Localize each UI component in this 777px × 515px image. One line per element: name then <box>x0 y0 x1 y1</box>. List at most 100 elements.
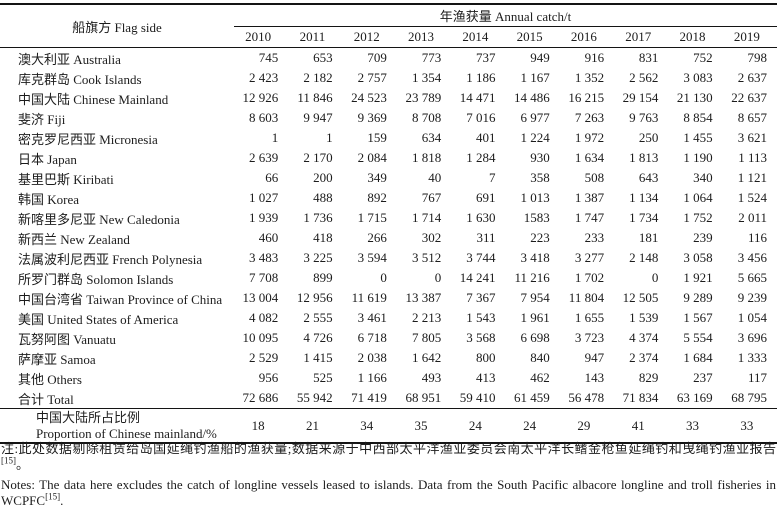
proportion-value: 33 <box>740 417 754 433</box>
catch-value: 6 977 <box>520 110 550 125</box>
catch-value: 1583 <box>523 210 550 225</box>
catch-value: 11 846 <box>297 90 333 105</box>
catch-value: 7 <box>488 170 496 185</box>
row-label: 美国 United States of America <box>18 311 179 327</box>
catch-value: 2 148 <box>629 250 659 265</box>
catch-value: 8 657 <box>737 110 767 125</box>
table-row: 瓦努阿图 Vanuatu 10 095 4 726 6 718 7 805 3 568 6 … <box>0 328 777 348</box>
catch-value: 349 <box>367 170 387 185</box>
catch-value: 1 715 <box>357 210 387 225</box>
catch-value: 1 543 <box>466 310 496 325</box>
catch-value: 117 <box>747 370 767 385</box>
catch-value: 1 054 <box>737 310 767 325</box>
catch-value: 7 016 <box>466 110 496 125</box>
catch-value: 1 702 <box>574 270 605 285</box>
catch-value: 800 <box>475 350 496 365</box>
row-label: 日本 Japan <box>18 151 77 167</box>
catch-value: 947 <box>584 350 605 365</box>
catch-value: 1 284 <box>466 150 496 165</box>
catch-value: 1 186 <box>466 70 496 85</box>
catch-value: 1 027 <box>249 190 279 205</box>
catch-value: 11 804 <box>568 290 605 305</box>
catch-value: 1 818 <box>411 150 442 165</box>
year-header: 2016 <box>559 26 615 48</box>
annual-catch-header: 年渔获量 Annual catch/t <box>234 4 777 27</box>
citation-superscript: [15] <box>1 455 16 466</box>
catch-value: 68 795 <box>731 390 767 405</box>
catch-value: 1 352 <box>574 70 605 85</box>
catch-value: 1 224 <box>520 130 550 145</box>
catch-value: 1 064 <box>683 190 713 205</box>
catch-value: 3 723 <box>574 330 605 345</box>
catch-value: 12 926 <box>242 90 279 105</box>
row-label: 斐济 Fiji <box>18 111 66 127</box>
catch-value: 767 <box>421 190 442 205</box>
row-label: 所罗门群岛 Solomon Islands <box>18 271 174 287</box>
catch-value: 2 011 <box>738 210 767 225</box>
table-row: 法属波利尼西亚 French Polynesia 3 483 3 225 3 594 3… <box>0 248 777 268</box>
catch-value: 116 <box>747 230 767 245</box>
catch-value: 340 <box>693 170 713 185</box>
catch-value: 7 708 <box>249 270 279 285</box>
catch-value: 462 <box>530 370 550 385</box>
row-label: 新喀里多尼亚 New Caledonia <box>18 211 180 227</box>
catch-value: 493 <box>421 370 442 385</box>
catch-value: 7 367 <box>466 290 496 305</box>
catch-value: 14 241 <box>459 270 496 285</box>
proportion-value: 35 <box>414 417 428 433</box>
proportion-label-cn: 中国大陆所占比例 <box>36 409 141 425</box>
catch-value: 3 083 <box>683 70 713 85</box>
year-header: 2010 <box>234 26 289 48</box>
catch-value: 4 726 <box>303 330 333 345</box>
note-cn: 注:此处数据剔除租赁给岛国延绳钓渔船的渔获量;数据来源于中西部太平洋渔业委员会南… <box>1 441 776 473</box>
catch-value: 9 369 <box>357 110 387 125</box>
catch-value: 1 013 <box>520 190 550 205</box>
row-label: 法属波利尼西亚 French Polynesia <box>18 251 203 267</box>
note-en: Notes: The data here excludes the catch … <box>1 477 776 509</box>
year-header: 2014 <box>451 26 506 48</box>
catch-value: 916 <box>584 50 605 65</box>
catch-value: 13 387 <box>405 290 442 305</box>
catch-value: 3 418 <box>520 250 550 265</box>
table-body: 澳大利亚 Australia 745 653 709 773 737 949 916 831 75… <box>0 48 777 409</box>
catch-value: 1 642 <box>411 350 442 365</box>
catch-value: 3 696 <box>737 330 767 345</box>
catch-value: 1 455 <box>683 130 713 145</box>
table-row: 密克罗尼西亚 Micronesia 1 1 159 634 401 1 224 1 972 25… <box>0 128 777 148</box>
citation-superscript: [15] <box>45 491 61 502</box>
catch-value: 1 354 <box>411 70 442 85</box>
catch-value: 525 <box>313 370 333 385</box>
catch-value: 2 213 <box>411 310 442 325</box>
catch-value: 2 639 <box>249 150 279 165</box>
table-row: 所罗门群岛 Solomon Islands 7 708 899 0 0 14 241 11 … <box>0 268 777 288</box>
catch-value: 3 621 <box>737 130 767 145</box>
catch-value: 1 524 <box>737 190 767 205</box>
row-label: 澳大利亚 Australia <box>18 51 121 67</box>
catch-value: 1 961 <box>520 310 550 325</box>
catch-value: 1 972 <box>574 130 605 145</box>
note-en-text: Notes: The data here excludes the catch … <box>1 476 776 508</box>
catch-value: 200 <box>313 170 333 185</box>
catch-value: 488 <box>313 190 333 205</box>
catch-value: 7 263 <box>574 110 605 125</box>
catch-value: 56 478 <box>568 390 605 405</box>
catch-value: 840 <box>530 350 550 365</box>
catch-value: 899 <box>313 270 333 285</box>
catch-value: 24 523 <box>351 90 387 105</box>
catch-value: 2 423 <box>249 70 279 85</box>
catch-value: 61 459 <box>514 390 550 405</box>
catch-value: 1 939 <box>249 210 279 225</box>
table-row: 新西兰 New Zealand 460 418 266 302 311 223 233 181 2… <box>0 228 777 248</box>
proportion-row-label: 中国大陆所占比例 Proportion of Chinese mainland/… <box>0 409 234 444</box>
catch-value: 40 <box>428 170 442 185</box>
catch-value: 1 333 <box>737 350 767 365</box>
catch-value: 691 <box>475 190 496 205</box>
catch-value: 16 215 <box>568 90 605 105</box>
catch-value: 3 568 <box>466 330 496 345</box>
row-label: 基里巴斯 Kiribati <box>18 171 114 187</box>
year-header: 2013 <box>396 26 452 48</box>
proportion-label-en: Proportion of Chinese mainland/% <box>36 425 217 441</box>
catch-value: 13 004 <box>242 290 279 305</box>
catch-value: 1 167 <box>520 70 550 85</box>
catch-value: 460 <box>258 230 279 245</box>
